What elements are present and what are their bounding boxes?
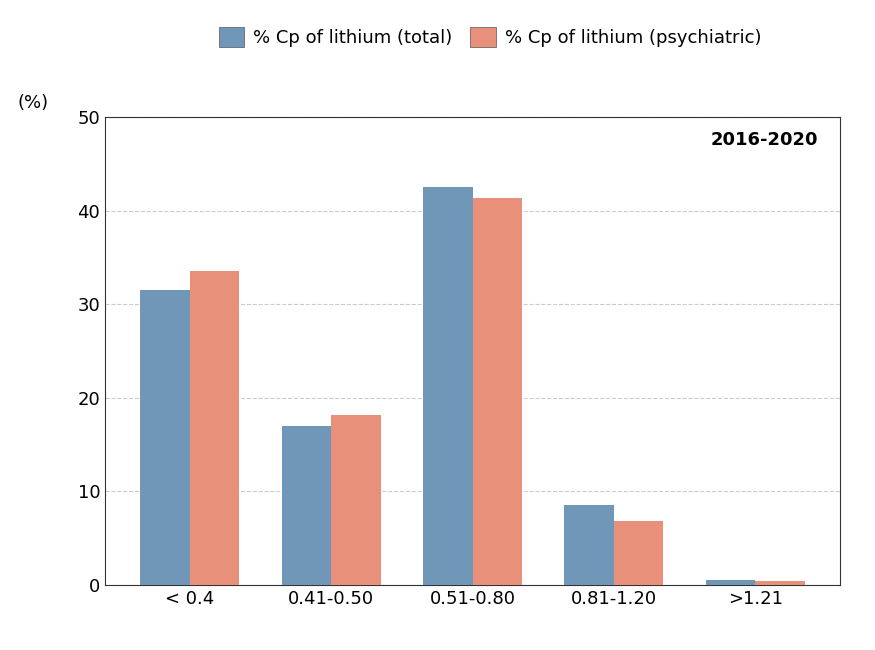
Bar: [614, 521, 663, 585]
Bar: [755, 581, 805, 585]
Bar: [282, 426, 331, 585]
Text: (%): (%): [18, 94, 49, 112]
Bar: [190, 272, 239, 585]
Legend: % Cp of lithium (total), % Cp of lithium (psychiatric): % Cp of lithium (total), % Cp of lithium…: [214, 22, 766, 53]
Bar: [423, 187, 473, 585]
Bar: [564, 506, 614, 585]
Bar: [473, 198, 522, 585]
Bar: [140, 290, 190, 585]
Bar: [331, 415, 381, 585]
Bar: [706, 580, 755, 585]
Text: 2016-2020: 2016-2020: [710, 131, 818, 149]
